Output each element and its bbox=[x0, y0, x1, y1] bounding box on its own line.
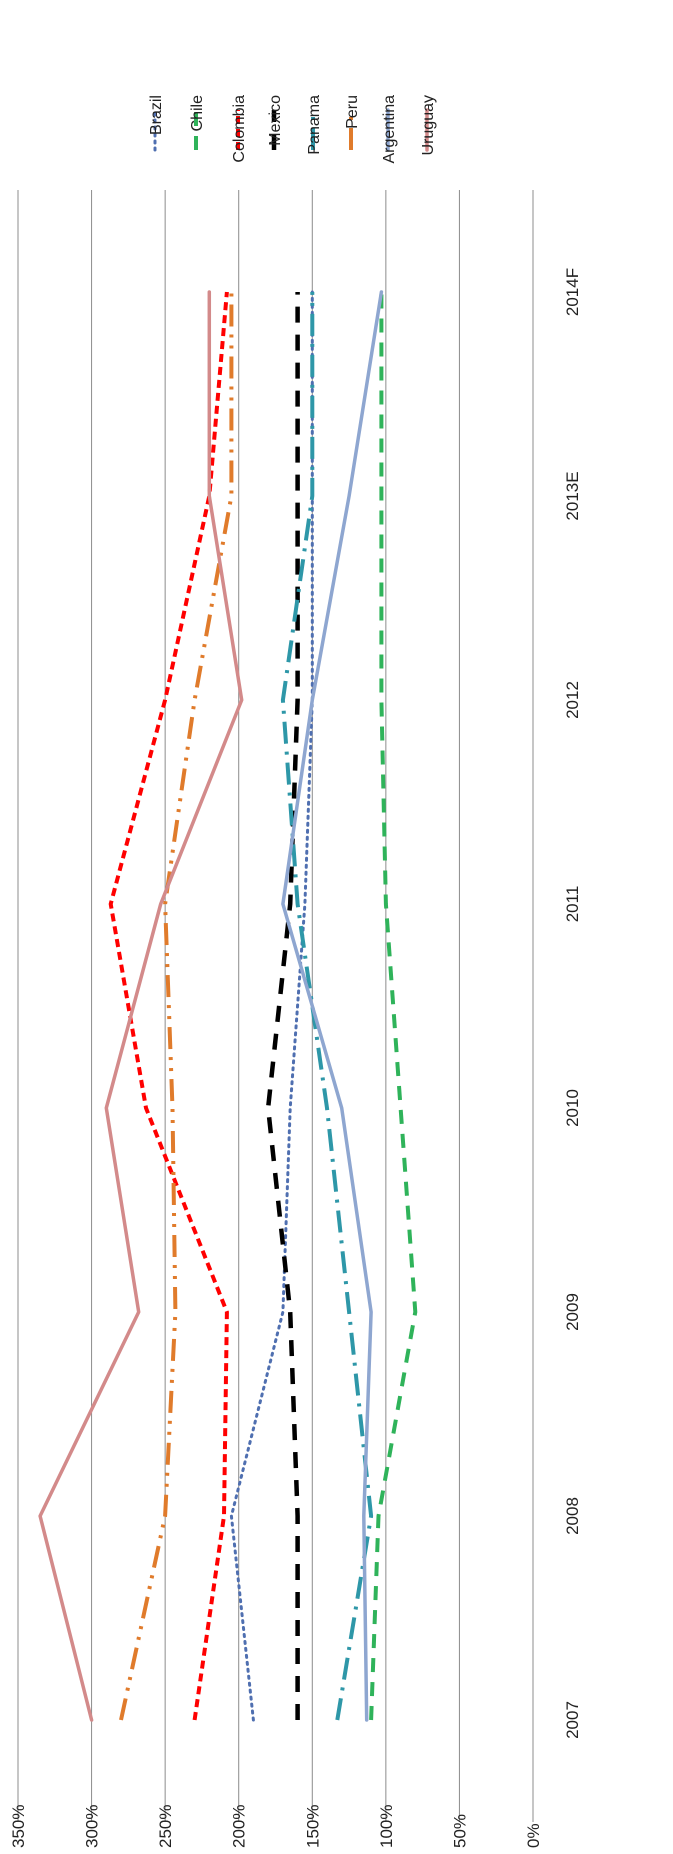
y-tick-label: 150% bbox=[303, 1805, 322, 1848]
y-axis-tick-labels: 0% 50% 100% 150% 200% 250% 300% 350% bbox=[9, 1805, 543, 1848]
x-tick-label: 2007 bbox=[563, 1701, 582, 1739]
y-tick-label: 200% bbox=[230, 1805, 249, 1848]
y-tick-label: 50% bbox=[450, 1814, 469, 1848]
x-tick-label: 2008 bbox=[563, 1497, 582, 1535]
y-tick-label: 0% bbox=[524, 1823, 543, 1848]
y-tick-label: 350% bbox=[9, 1805, 28, 1848]
x-axis-tick-labels: 2007 2008 2009 2010 2011 2012 2013E 2014F bbox=[563, 268, 582, 1739]
series-line-colombia bbox=[108, 291, 229, 1721]
y-tick-label: 250% bbox=[156, 1805, 175, 1848]
grid bbox=[17, 190, 534, 1822]
legend-label-mexico: Mexico bbox=[267, 95, 284, 146]
x-tick-label: 2012 bbox=[563, 681, 582, 719]
series-line-mexico bbox=[265, 292, 300, 1720]
y-tick-label: 300% bbox=[83, 1805, 102, 1848]
legend-label-panama: Panama bbox=[306, 95, 323, 155]
series-line-chile bbox=[369, 292, 418, 1721]
series-line-brazil bbox=[229, 290, 314, 1722]
legend: Brazil Chile Colombia Mexico Panama Peru Argen… bbox=[148, 95, 437, 164]
legend-label-peru: Peru bbox=[344, 95, 361, 129]
series-line-panama bbox=[280, 292, 374, 1721]
series-line-uruguay bbox=[38, 290, 244, 1722]
legend-label-chile: Chile bbox=[189, 95, 206, 132]
series-line-peru bbox=[119, 292, 234, 1721]
legend-label-colombia: Colombia bbox=[231, 95, 248, 163]
series-line-argentina bbox=[281, 290, 384, 1722]
x-tick-label: 2014F bbox=[563, 268, 582, 316]
x-tick-label: 2013E bbox=[563, 471, 582, 520]
y-tick-label: 100% bbox=[377, 1805, 396, 1848]
legend-label-uruguay: Uruguay bbox=[420, 95, 437, 155]
x-tick-label: 2011 bbox=[563, 886, 582, 923]
legend-label-argentina: Argentina bbox=[381, 95, 398, 164]
series-lines bbox=[38, 290, 418, 1722]
legend-label-brazil: Brazil bbox=[148, 95, 165, 135]
x-tick-label: 2009 bbox=[563, 1293, 582, 1331]
x-tick-label: 2010 bbox=[563, 1089, 582, 1127]
